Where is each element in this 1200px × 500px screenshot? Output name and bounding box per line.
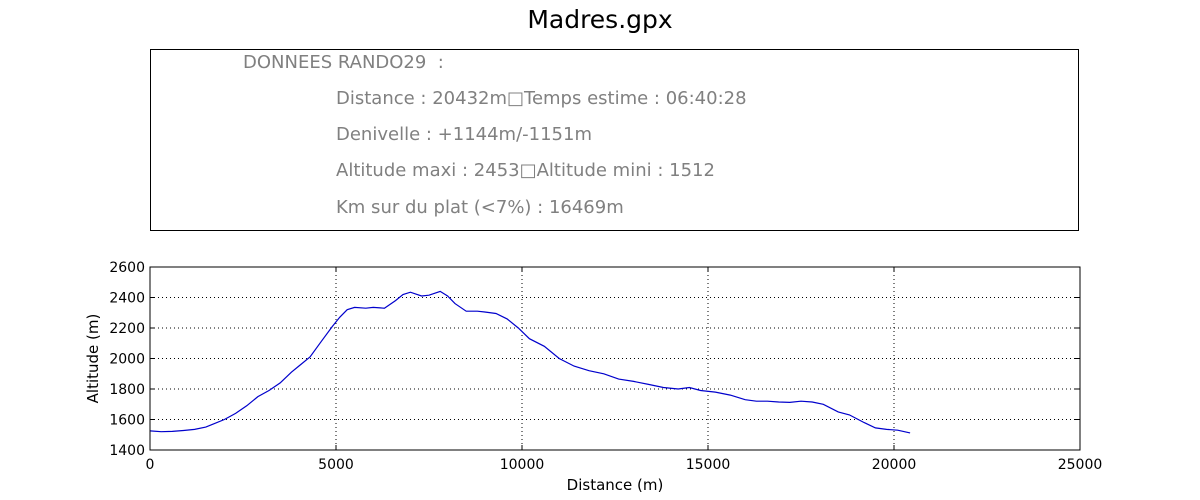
x-axis-label: Distance (m) [567, 476, 664, 494]
plot-frame [149, 266, 1081, 451]
y-tick-label: 1800 [109, 382, 145, 398]
altitude-series-line [149, 290, 911, 434]
y-tick-label: 1600 [109, 413, 145, 429]
y-tick-label: 2600 [109, 260, 145, 276]
y-axis-label: Altitude (m) [84, 314, 102, 404]
y-tick-label: 1400 [109, 443, 145, 459]
stats-box: DONNEES RANDO29 : Distance : 20432m□Temp… [150, 49, 1079, 231]
x-tick-label: 5000 [318, 457, 354, 473]
x-tick-label: 0 [146, 457, 155, 473]
stats-heading: DONNEES RANDO29 : [243, 52, 444, 73]
chart-title: Madres.gpx [527, 5, 673, 34]
y-tick-label: 2000 [109, 352, 145, 368]
stats-line-flat: Km sur du plat (<7%) : 16469m [336, 197, 624, 218]
x-tick-label: 25000 [1058, 457, 1103, 473]
x-tick-label: 15000 [686, 457, 731, 473]
y-tick-label: 2400 [109, 291, 145, 307]
stats-line-distance: Distance : 20432m□Temps estime : 06:40:2… [336, 88, 747, 109]
x-tick-label: 10000 [500, 457, 545, 473]
stats-line-altitude: Altitude maxi : 2453□Altitude mini : 151… [336, 160, 715, 181]
x-tick-label: 20000 [872, 457, 917, 473]
y-tick-label: 2200 [109, 321, 145, 337]
stats-line-denivelle: Denivelle : +1144m/-1151m [336, 124, 592, 145]
